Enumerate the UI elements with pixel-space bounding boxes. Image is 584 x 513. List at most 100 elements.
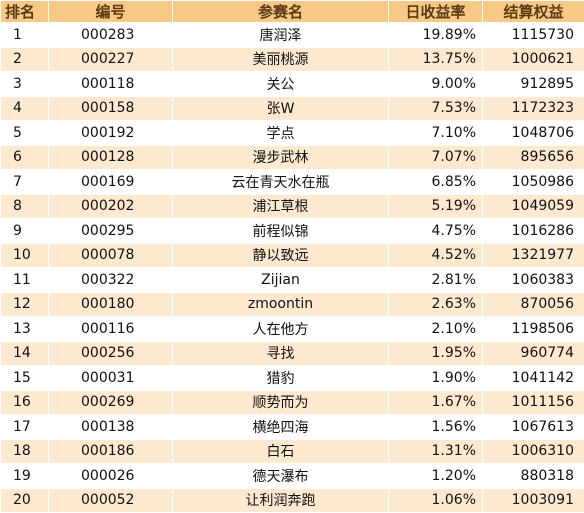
daily-return-cell: 4.75% [389,219,483,244]
daily-return-cell: 1.06% [389,488,483,513]
id-cell: 000283 [49,23,173,48]
settlement-equity-cell: 1003091 [483,488,584,513]
id-cell: 000118 [49,72,173,97]
daily-return-cell: 1.20% [389,464,483,489]
id-cell: 000192 [49,121,173,146]
settlement-equity-cell: 960774 [483,341,584,366]
id-cell: 000158 [49,96,173,121]
daily-return-cell: 7.10% [389,121,483,146]
settlement-equity-cell: 1060383 [483,268,584,293]
daily-return-cell: 2.81% [389,268,483,293]
id-cell: 000116 [49,317,173,342]
settlement-equity-cell: 1198506 [483,317,584,342]
id-cell: 000138 [49,415,173,440]
settlement-equity-cell: 1011156 [483,390,584,415]
settlement-equity-cell: 870056 [483,292,584,317]
participant-name-cell: Zijian [173,268,389,293]
participant-name-cell: 寻找 [173,341,389,366]
id-cell: 000052 [49,488,173,513]
id-cell: 000186 [49,439,173,464]
participant-name-cell: 人在他方 [173,317,389,342]
id-cell: 000180 [49,292,173,317]
daily-return-cell: 13.75% [389,47,483,72]
id-cell: 000227 [49,47,173,72]
rank-cell: 19 [1,464,49,489]
daily-return-cell: 9.00% [389,72,483,97]
id-cell: 000128 [49,145,173,170]
daily-return-cell: 7.53% [389,96,483,121]
rank-cell: 2 [1,47,49,72]
settlement-equity-cell: 1321977 [483,243,584,268]
settlement-equity-cell: 1048706 [483,121,584,146]
participant-name-cell: 学点 [173,121,389,146]
id-cell: 000322 [49,268,173,293]
header-equity: 结算权益 [483,1,584,23]
participant-name-cell: 关公 [173,72,389,97]
daily-return-cell: 2.63% [389,292,483,317]
settlement-equity-cell: 1000621 [483,47,584,72]
id-cell: 000295 [49,219,173,244]
rank-cell: 9 [1,219,49,244]
rank-cell: 16 [1,390,49,415]
daily-return-cell: 1.90% [389,366,483,391]
rank-cell: 3 [1,72,49,97]
participant-name-cell: 张W [173,96,389,121]
id-cell: 000169 [49,170,173,195]
rank-cell: 12 [1,292,49,317]
settlement-equity-cell: 880318 [483,464,584,489]
id-cell: 000031 [49,366,173,391]
settlement-equity-cell: 1067613 [483,415,584,440]
rank-cell: 14 [1,341,49,366]
daily-return-cell: 1.67% [389,390,483,415]
participant-name-cell: 让利润奔跑 [173,488,389,513]
id-cell: 000256 [49,341,173,366]
participant-name-cell: 静以致远 [173,243,389,268]
header-rank: 排名 [1,1,49,23]
settlement-equity-cell: 1115730 [483,23,584,48]
daily-return-cell: 2.10% [389,317,483,342]
participant-name-cell: zmoontin [173,292,389,317]
rank-cell: 20 [1,488,49,513]
rank-cell: 17 [1,415,49,440]
rank-cell: 5 [1,121,49,146]
participant-name-cell: 顺势而为 [173,390,389,415]
settlement-equity-cell: 1016286 [483,219,584,244]
settlement-equity-cell: 1050986 [483,170,584,195]
participant-name-cell: 云在青天水在瓶 [173,170,389,195]
header-id: 编号 [49,1,173,23]
settlement-equity-cell: 1041142 [483,366,584,391]
participant-name-cell: 白石 [173,439,389,464]
participant-name-cell: 猎豹 [173,366,389,391]
participant-name-cell: 前程似锦 [173,219,389,244]
participant-name-cell: 漫步武林 [173,145,389,170]
settlement-equity-cell: 1172323 [483,96,584,121]
rank-cell: 10 [1,243,49,268]
rank-cell: 18 [1,439,49,464]
participant-name-cell: 德天瀑布 [173,464,389,489]
rank-cell: 7 [1,170,49,195]
daily-return-cell: 6.85% [389,170,483,195]
daily-return-cell: 4.52% [389,243,483,268]
participant-name-cell: 浦江草根 [173,194,389,219]
settlement-equity-cell: 1049059 [483,194,584,219]
header-rate: 日收益率 [389,1,483,23]
header-name: 参赛名 [173,1,389,23]
daily-return-cell: 1.95% [389,341,483,366]
header-row: 排名 编号 参赛名 日收益率 结算权益 [1,1,584,23]
daily-return-cell: 5.19% [389,194,483,219]
